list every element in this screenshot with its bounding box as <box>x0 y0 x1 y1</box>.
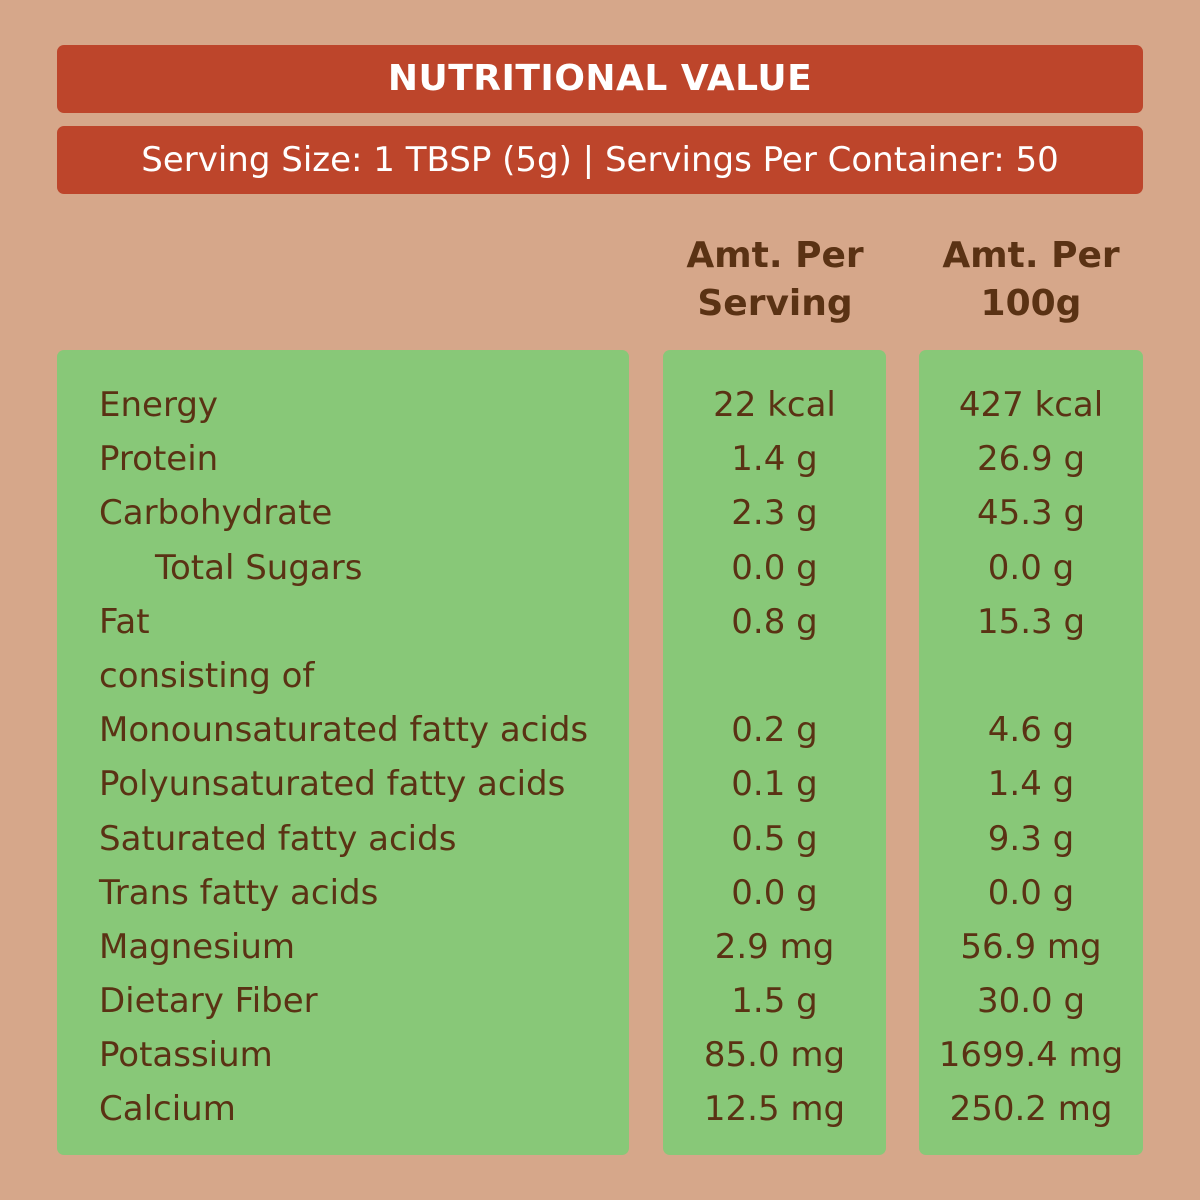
per-serving-value: 0.5 g <box>731 818 818 859</box>
nutrient-name: Monounsaturated fatty acids <box>99 710 589 751</box>
nutrient-name: consisting of <box>99 655 315 696</box>
nutrient-name: Calcium <box>99 1089 236 1130</box>
per-100g-value <box>919 649 1143 703</box>
per-serving-value: 0.0 g <box>731 547 818 588</box>
per-100g-value: 30.0 g <box>976 981 1086 1022</box>
nutrient-name: Carbohydrate <box>99 493 333 534</box>
nutrient-name: Potassium <box>99 1035 273 1076</box>
per-100g-value: 0.0 g <box>987 547 1075 588</box>
per-100g-value: 1.4 g <box>987 764 1075 805</box>
per-serving-value: 2.3 g <box>731 493 818 534</box>
nutrient-name: Energy <box>99 385 219 425</box>
per-100g-value: 427 kcal <box>958 385 1104 425</box>
per-serving-value: 22 kcal <box>713 385 836 425</box>
per-serving-value: 0.0 g <box>731 872 818 913</box>
per-100g-value: 0.0 g <box>987 872 1075 913</box>
nutrient-name: Saturated fatty acids <box>99 818 457 859</box>
per-100g-value: 45.3 g <box>976 493 1086 534</box>
column-header-per-serving: Amt. Per Serving <box>686 235 864 324</box>
serving-info: Serving Size: 1 TBSP (5g) | Servings Per… <box>141 140 1059 180</box>
per-100g-value: 1699.4 mg <box>938 1035 1124 1076</box>
per-serving-value: 12.5 mg <box>703 1089 846 1130</box>
per-serving-value: 85.0 mg <box>703 1035 846 1076</box>
per-100g-value: 250.2 mg <box>949 1089 1113 1130</box>
nutrient-name: Trans fatty acids <box>99 872 379 913</box>
nutrient-name: Total Sugars <box>155 547 363 588</box>
nutrient-names-panel: Energy Protein Carbohydrate Total Sugars… <box>57 350 629 1155</box>
serving-info-banner: Serving Size: 1 TBSP (5g) | Servings Per… <box>57 126 1143 194</box>
per-serving-value <box>663 649 886 703</box>
per-serving-value: 1.5 g <box>731 981 818 1022</box>
column-header-per-100g: Amt. Per 100g <box>942 235 1120 324</box>
per-100g-value: 26.9 g <box>976 439 1086 480</box>
per-100g-value: 4.6 g <box>987 710 1075 751</box>
page-title: NUTRITIONAL VALUE <box>387 58 813 99</box>
per-serving-value: 0.2 g <box>731 710 818 751</box>
nutrient-name: Fat <box>99 601 150 642</box>
per-100g-panel: 427 kcal 26.9 g 45.3 g 0.0 g 15.3 g 4.6 … <box>919 350 1143 1155</box>
per-serving-value: 2.9 mg <box>714 926 835 967</box>
nutrient-name: Polyunsaturated fatty acids <box>99 764 566 805</box>
per-serving-value: 0.1 g <box>731 764 818 805</box>
per-100g-value: 56.9 mg <box>960 926 1102 967</box>
per-serving-panel: 22 kcal 1.4 g 2.3 g 0.0 g 0.8 g 0.2 g 0.… <box>663 350 886 1155</box>
per-100g-value: 9.3 g <box>987 818 1075 859</box>
per-100g-value: 15.3 g <box>976 601 1086 642</box>
per-serving-value: 0.8 g <box>731 601 818 642</box>
nutrient-name: Dietary Fiber <box>99 981 318 1022</box>
per-serving-value: 1.4 g <box>731 439 818 480</box>
nutrient-name: Magnesium <box>99 926 296 967</box>
title-banner: NUTRITIONAL VALUE <box>57 45 1143 113</box>
nutrient-name: Protein <box>99 439 219 480</box>
